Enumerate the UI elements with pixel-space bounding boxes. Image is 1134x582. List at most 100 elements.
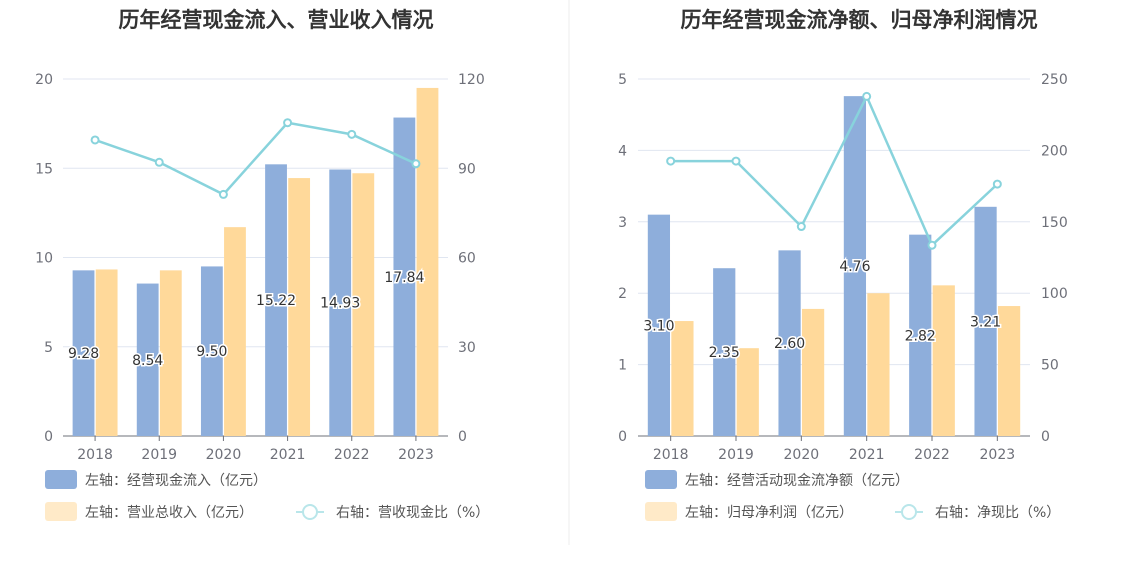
x-axis-tick-label: 2018 xyxy=(653,447,689,463)
bar-value-label: 8.54 xyxy=(132,353,163,369)
chart-panel-cashflow-revenue: 历年经营现金流入、营业收入情况 0 5 10 15 20 0 30 60 90 120 2018 201… xyxy=(35,8,489,521)
bar[interactable] xyxy=(713,268,736,436)
left-axis-tick-label: 4 xyxy=(618,143,627,159)
bar-value-label: 3.21 xyxy=(970,314,1001,330)
bar-value-label: 2.82 xyxy=(905,328,936,344)
chart-title: 历年经营现金流入、营业收入情况 xyxy=(119,8,434,32)
left-axis-tick-label: 5 xyxy=(44,340,53,356)
left-axis-tick-label: 20 xyxy=(35,72,53,88)
legend-label: 右轴：营收现金比（%） xyxy=(336,505,489,521)
left-axis-tick-label: 1 xyxy=(618,358,627,374)
bar[interactable] xyxy=(997,306,1021,436)
x-axis-tick-label: 2022 xyxy=(914,447,950,463)
bar-value-label: 15.22 xyxy=(256,293,296,309)
legend-label: 左轴：归母净利润（亿元） xyxy=(685,504,853,521)
bar[interactable] xyxy=(801,308,825,436)
left-axis-tick-label: 15 xyxy=(35,161,53,177)
line-point[interactable] xyxy=(283,118,293,128)
right-axis-tick-label: 50 xyxy=(1041,358,1059,374)
bar-value-label: 9.50 xyxy=(196,344,227,360)
x-axis-tick-label: 2022 xyxy=(334,447,370,463)
right-axis-tick-label: 200 xyxy=(1041,143,1068,159)
line-point[interactable] xyxy=(411,159,421,169)
bar[interactable] xyxy=(95,269,118,436)
right-axis-tick-label: 30 xyxy=(458,340,476,356)
bar[interactable] xyxy=(671,321,694,436)
bar[interactable] xyxy=(647,214,671,436)
line-point[interactable] xyxy=(90,135,100,145)
bar-value-label: 2.60 xyxy=(774,336,805,352)
bar-value-label: 17.84 xyxy=(384,270,424,286)
x-axis-tick-label: 2023 xyxy=(398,447,434,463)
bar[interactable] xyxy=(393,117,416,436)
right-axis-tick-label: 0 xyxy=(1041,429,1050,445)
line-point[interactable] xyxy=(731,156,741,166)
chart-title: 历年经营现金流净额、归母净利润情况 xyxy=(681,8,1038,32)
x-axis-tick-label: 2021 xyxy=(849,447,885,463)
bar-value-label: 9.28 xyxy=(68,346,99,362)
left-axis-tick-label: 5 xyxy=(618,72,627,88)
legend-label: 左轴：经营活动现金流净额（亿元） xyxy=(685,473,909,489)
line-point[interactable] xyxy=(218,189,228,199)
bar-value-label: 14.93 xyxy=(320,296,360,312)
line-point[interactable] xyxy=(666,156,676,166)
bar[interactable] xyxy=(909,234,932,436)
bar[interactable] xyxy=(736,348,759,436)
bar[interactable] xyxy=(778,250,801,436)
line-point[interactable] xyxy=(796,222,806,232)
right-axis-tick-label: 90 xyxy=(458,161,476,177)
left-axis-tick-label: 3 xyxy=(618,215,627,231)
line-point[interactable] xyxy=(927,240,937,250)
x-axis-tick-label: 2020 xyxy=(784,447,820,463)
ratio-line xyxy=(94,121,417,196)
legend-label: 左轴：经营现金流入（亿元） xyxy=(85,473,267,489)
line-point[interactable] xyxy=(154,157,164,167)
bar[interactable] xyxy=(159,270,182,436)
right-axis-tick-label: 0 xyxy=(458,429,467,445)
bar-value-label: 4.76 xyxy=(839,259,870,275)
bar[interactable] xyxy=(843,96,867,437)
bar[interactable] xyxy=(72,270,95,436)
bar[interactable] xyxy=(932,285,955,436)
bar-value-label: 2.35 xyxy=(709,345,740,361)
line-point[interactable] xyxy=(862,91,872,101)
legend-line-marker[interactable] xyxy=(302,504,318,520)
right-axis-tick-label: 120 xyxy=(458,72,485,88)
x-axis-tick-label: 2020 xyxy=(206,447,242,463)
ratio-line xyxy=(670,93,999,248)
bar[interactable] xyxy=(352,173,375,437)
bar[interactable] xyxy=(200,266,223,436)
legend-swatch[interactable] xyxy=(645,470,677,489)
line-point[interactable] xyxy=(992,179,1002,189)
left-axis-tick-label: 0 xyxy=(44,429,53,445)
bar[interactable] xyxy=(136,283,159,436)
right-axis-tick-label: 100 xyxy=(1041,286,1068,302)
bar[interactable] xyxy=(224,227,246,436)
left-axis-tick-label: 0 xyxy=(618,429,627,445)
line-point[interactable] xyxy=(347,129,357,139)
left-axis-tick-label: 2 xyxy=(618,286,627,302)
right-axis-tick-label: 60 xyxy=(458,251,476,267)
right-axis-tick-label: 250 xyxy=(1041,72,1068,88)
x-axis-tick-label: 2023 xyxy=(980,447,1016,463)
legend-label: 右轴：净现比（%） xyxy=(935,505,1060,521)
legend-label: 左轴：营业总收入（亿元） xyxy=(85,505,253,521)
x-axis-tick-label: 2019 xyxy=(718,447,754,463)
bar[interactable] xyxy=(416,87,439,437)
bar[interactable] xyxy=(867,293,890,436)
legend-swatch[interactable] xyxy=(645,502,677,521)
x-axis-tick-label: 2021 xyxy=(270,447,306,463)
bar[interactable] xyxy=(329,169,352,436)
x-axis-tick-label: 2019 xyxy=(141,447,177,463)
x-axis-tick-label: 2018 xyxy=(77,447,113,463)
bar-value-label: 3.10 xyxy=(643,318,674,334)
left-axis-tick-label: 10 xyxy=(35,251,53,267)
bar[interactable] xyxy=(974,206,997,436)
bar[interactable] xyxy=(288,178,311,436)
legend-line-marker[interactable] xyxy=(901,504,917,520)
right-axis-tick-label: 150 xyxy=(1041,215,1068,231)
legend-swatch[interactable] xyxy=(45,502,77,521)
bar[interactable] xyxy=(265,164,287,436)
legend-swatch[interactable] xyxy=(45,470,77,489)
